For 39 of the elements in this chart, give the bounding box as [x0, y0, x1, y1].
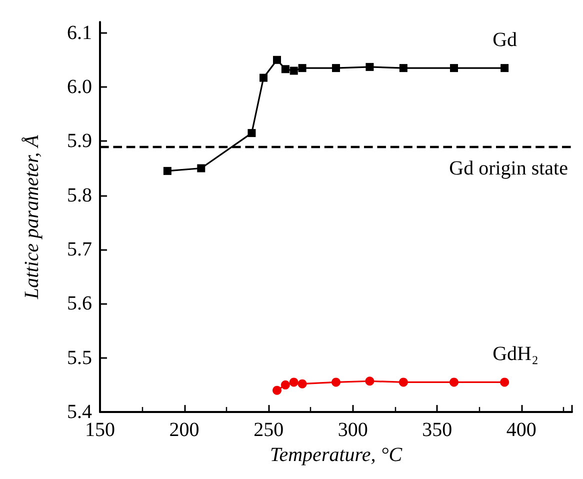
point: [500, 378, 510, 387]
y-axis-title: Lattice parameter, Å: [21, 134, 43, 300]
point: [197, 164, 206, 172]
x-axis-title: Temperature, °C: [270, 444, 403, 466]
point: [163, 166, 172, 175]
y-tick-label: 5.5: [67, 346, 92, 369]
point: [450, 64, 458, 72]
x-tick-label: 400: [506, 419, 536, 441]
point: [450, 378, 458, 387]
point: [399, 64, 408, 72]
point: [272, 386, 282, 395]
point: [365, 376, 374, 386]
point: [290, 66, 298, 75]
x-tick-label: 250: [254, 419, 284, 441]
x-tick-label: 350: [422, 419, 452, 441]
point: [332, 64, 340, 72]
point: [273, 56, 281, 64]
x-tick-label: 200: [169, 419, 200, 441]
series-label: GdH₂: [492, 343, 538, 366]
point: [366, 62, 374, 71]
point: [332, 378, 340, 387]
y-tick-label: 6.0: [67, 76, 92, 98]
point: [248, 129, 256, 138]
point: [281, 65, 290, 74]
point: [280, 380, 290, 390]
y-tick-label: 5.8: [67, 184, 92, 206]
point: [298, 64, 306, 72]
point: [260, 74, 268, 82]
y-tick-label: 5.7: [67, 238, 92, 260]
series-label: Gd: [492, 29, 518, 52]
ref-line-label: Gd origin state: [449, 158, 568, 180]
y-tick-label: 5.9: [67, 130, 92, 152]
point: [500, 64, 509, 72]
x-tick-label: 300: [338, 419, 368, 441]
point: [298, 379, 307, 388]
point: [289, 378, 298, 387]
y-tick-label: 5.6: [67, 292, 92, 315]
y-tick-label: 6.1: [67, 22, 92, 44]
point: [398, 378, 408, 387]
